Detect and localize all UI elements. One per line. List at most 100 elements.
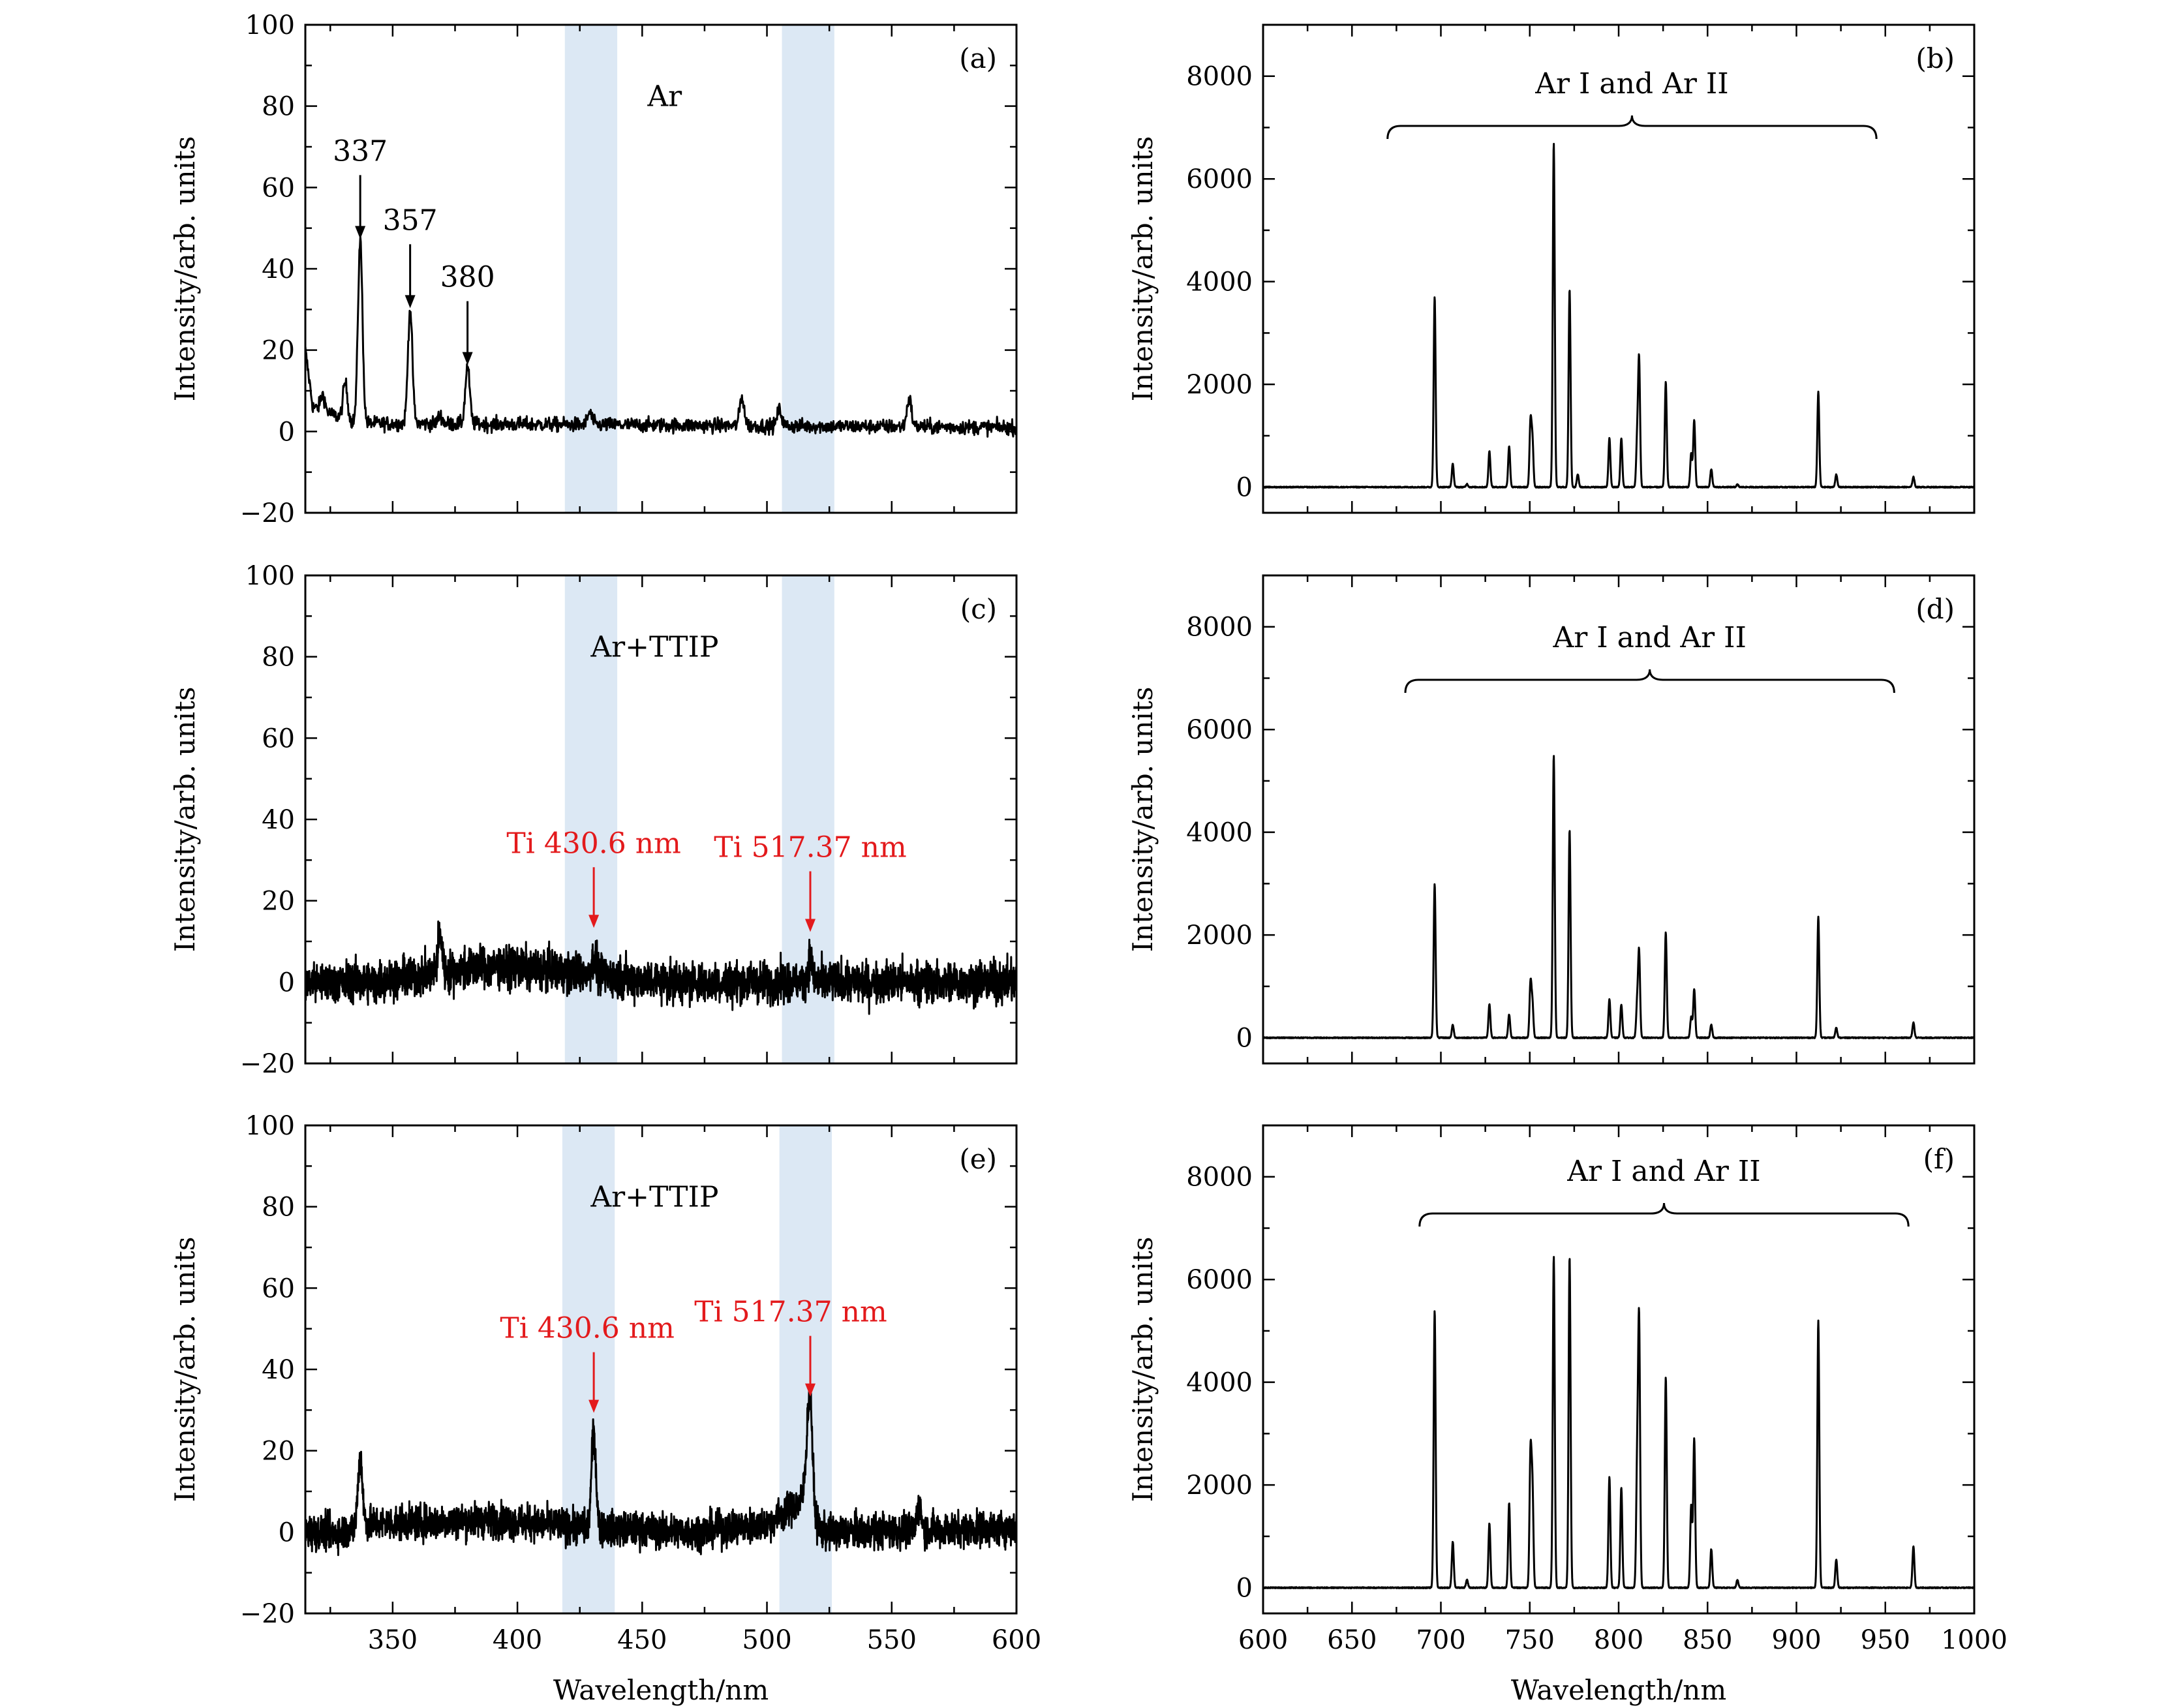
y-axis-label: Intensity/arb. units bbox=[1127, 687, 1159, 953]
x-tick-label: 650 bbox=[1327, 1625, 1377, 1655]
arrow-head bbox=[588, 915, 600, 928]
spectrum-line-c bbox=[305, 920, 1016, 1015]
x-tick-label: 600 bbox=[992, 1625, 1041, 1655]
spectrum-line-e bbox=[305, 1384, 1016, 1557]
panel-label: (b) bbox=[1916, 42, 1955, 74]
y-tick-label: 40 bbox=[262, 805, 295, 835]
panel-d: 0 2000 4000 6000 8000 Intensity/arb. units (d)… bbox=[1127, 574, 1976, 1065]
panel-a: −20 0 20 40 60 80 100 Intensity/arb. units (a) Ar… bbox=[169, 10, 1018, 528]
x-tick-label: 1000 bbox=[1941, 1625, 2007, 1655]
y-tick-label: 100 bbox=[245, 10, 295, 40]
y-tick-label: 2000 bbox=[1186, 921, 1253, 951]
y-tick-label: 60 bbox=[262, 1273, 295, 1304]
y-tick-label: 80 bbox=[262, 1193, 295, 1223]
panel-e: 350 400 450 500 550 600 −20 0 20 40 60 80 100 Intensi… bbox=[169, 1111, 1041, 1655]
y-tick-label: −20 bbox=[240, 498, 295, 528]
y-tick-label: 2000 bbox=[1186, 370, 1253, 400]
panel-label: (d) bbox=[1916, 593, 1955, 625]
spectrum-title: Ar I and Ar II bbox=[1566, 1155, 1760, 1188]
panel-c: −20 0 20 40 60 80 100 Intensity/arb. units (c) Ar… bbox=[169, 561, 1018, 1079]
y-tick-label: 60 bbox=[262, 724, 295, 754]
arrow-head bbox=[804, 1383, 816, 1397]
y-axis-label: Intensity/arb. units bbox=[1127, 136, 1159, 402]
x-tick-label: 750 bbox=[1505, 1625, 1555, 1655]
x-tick-label: 900 bbox=[1771, 1625, 1821, 1655]
peak-annotation: Ti 430.6 nm bbox=[506, 827, 680, 860]
x-tick-label: 500 bbox=[742, 1625, 791, 1655]
y-tick-label: 0 bbox=[279, 417, 295, 447]
arrow-head bbox=[462, 352, 473, 365]
y-axis-label: Intensity/arb. units bbox=[169, 1237, 201, 1502]
y-tick-label: −20 bbox=[240, 1049, 295, 1079]
spectrum-title: Ar bbox=[647, 80, 682, 114]
shaded-band-2 bbox=[779, 1125, 832, 1613]
x-tick-label: 550 bbox=[867, 1625, 917, 1655]
spectrum-line-f bbox=[1263, 1256, 1974, 1589]
y-axis-label: Intensity/arb. units bbox=[169, 136, 201, 402]
y-tick-label: 0 bbox=[1236, 1574, 1253, 1604]
x-tick-label: 800 bbox=[1594, 1625, 1643, 1655]
peak-annotation: Ti 517.37 nm bbox=[714, 831, 906, 864]
peak-annotation: 380 bbox=[440, 261, 495, 294]
x-tick-label: 450 bbox=[617, 1625, 667, 1655]
shaded-band-1 bbox=[564, 25, 618, 513]
arrow-head bbox=[588, 1399, 600, 1413]
brace bbox=[1404, 669, 1895, 694]
brace bbox=[1386, 115, 1878, 140]
y-tick-label: 80 bbox=[262, 643, 295, 673]
panel-label: (e) bbox=[959, 1143, 997, 1175]
x-tick-label: 850 bbox=[1683, 1625, 1732, 1655]
y-tick-label: 40 bbox=[262, 1355, 295, 1385]
peak-annotation: Ti 517.37 nm bbox=[694, 1296, 887, 1329]
panel-label: (c) bbox=[960, 593, 997, 625]
y-axis-label: Intensity/arb. units bbox=[1127, 1237, 1159, 1502]
y-tick-label: 6000 bbox=[1186, 164, 1253, 194]
y-tick-label: 0 bbox=[279, 968, 295, 998]
spectrum-title: Ar I and Ar II bbox=[1552, 621, 1746, 654]
y-tick-label: 2000 bbox=[1186, 1471, 1253, 1501]
y-tick-label: 8000 bbox=[1186, 62, 1253, 92]
spectrum-title: Ar+TTIP bbox=[590, 631, 718, 664]
y-tick-label: 100 bbox=[245, 1111, 295, 1141]
y-tick-label: 0 bbox=[1236, 1024, 1253, 1054]
y-tick-label: 40 bbox=[262, 254, 295, 284]
peak-annotation: 357 bbox=[383, 204, 438, 237]
plot-frame-f bbox=[1262, 1124, 1976, 1615]
panel-label: (f) bbox=[1923, 1143, 1955, 1175]
y-tick-label: 60 bbox=[262, 173, 295, 203]
x-tick-label: 700 bbox=[1416, 1625, 1465, 1655]
y-tick-label: 0 bbox=[1236, 473, 1253, 503]
y-tick-label: 8000 bbox=[1186, 1163, 1253, 1193]
y-tick-label: 80 bbox=[262, 92, 295, 122]
spectrum-line-d bbox=[1263, 755, 1974, 1039]
panel-label: (a) bbox=[959, 42, 997, 74]
y-tick-label: 6000 bbox=[1186, 715, 1253, 745]
arrow-head bbox=[355, 226, 366, 239]
peak-annotation: 337 bbox=[333, 134, 388, 168]
x-tick-label: 400 bbox=[493, 1625, 542, 1655]
spectrum-title: Ar I and Ar II bbox=[1534, 67, 1728, 100]
brace bbox=[1418, 1202, 1910, 1227]
y-tick-label: 20 bbox=[262, 1437, 295, 1467]
spectrum-line-b bbox=[1263, 143, 1974, 489]
spectrum-title: Ar+TTIP bbox=[590, 1181, 718, 1214]
y-axis-label: Intensity/arb. units bbox=[169, 687, 201, 953]
panel-b: 0 2000 4000 6000 8000 Intensity/arb. units (b)… bbox=[1127, 23, 1976, 514]
y-tick-label: 20 bbox=[262, 887, 295, 917]
y-tick-label: 4000 bbox=[1186, 267, 1253, 297]
x-tick-label: 950 bbox=[1861, 1625, 1910, 1655]
y-tick-label: 20 bbox=[262, 336, 295, 366]
y-tick-label: 0 bbox=[279, 1517, 295, 1548]
y-tick-label: 6000 bbox=[1186, 1265, 1253, 1295]
y-tick-label: −20 bbox=[240, 1599, 295, 1629]
y-tick-label: 100 bbox=[245, 561, 295, 591]
y-tick-label: 4000 bbox=[1186, 818, 1253, 848]
peak-annotation: Ti 430.6 nm bbox=[500, 1312, 674, 1345]
x-axis-label-right: Wavelength/nm bbox=[1511, 1674, 1726, 1706]
panel-f: 600 650 700 750 800 850 900 950 1000 0 2000 4000 600… bbox=[1127, 1124, 2007, 1655]
arrow-head bbox=[804, 919, 816, 932]
arrow-head bbox=[405, 295, 416, 309]
x-axis-label-left: Wavelength/nm bbox=[553, 1674, 769, 1706]
x-tick-label: 600 bbox=[1238, 1625, 1288, 1655]
